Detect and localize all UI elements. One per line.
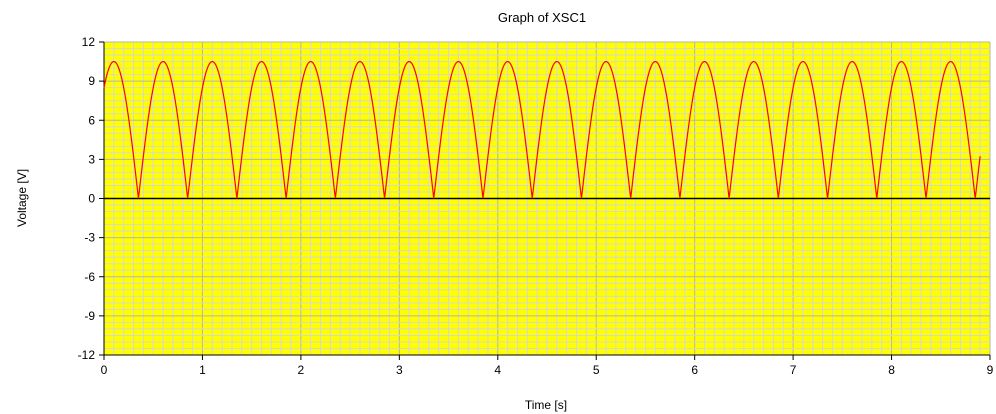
chart-title: Graph of XSC1 bbox=[498, 10, 586, 25]
y-tick-label: 12 bbox=[82, 35, 96, 49]
x-tick-label: 1 bbox=[199, 363, 206, 377]
x-tick-label: 4 bbox=[494, 363, 501, 377]
x-tick-label: 9 bbox=[987, 363, 994, 377]
x-tick-label: 6 bbox=[691, 363, 698, 377]
y-tick-label: 9 bbox=[88, 74, 95, 88]
series-line bbox=[103, 60, 981, 200]
y-tick-label: -12 bbox=[78, 348, 96, 362]
y-tick-label: -6 bbox=[84, 270, 95, 284]
x-tick-label: 7 bbox=[790, 363, 797, 377]
y-tick-label: 0 bbox=[88, 192, 95, 206]
x-tick-label: 5 bbox=[593, 363, 600, 377]
x-axis-label: Time [s] bbox=[525, 398, 567, 412]
y-tick-label: 3 bbox=[88, 152, 95, 166]
y-axis-ticks: 12 9 6 3 0 -3 -6 -9 -12 bbox=[78, 35, 104, 362]
y-axis-label: Voltage [V] bbox=[15, 169, 29, 227]
x-tick-label: 0 bbox=[101, 363, 108, 377]
x-tick-label: 8 bbox=[888, 363, 895, 377]
x-axis-ticks: 0 1 2 3 4 5 6 7 8 9 bbox=[101, 355, 994, 377]
y-tick-label: -9 bbox=[84, 309, 95, 323]
x-tick-label: 3 bbox=[396, 363, 403, 377]
x-tick-label: 2 bbox=[298, 363, 305, 377]
y-tick-label: -3 bbox=[84, 231, 95, 245]
series-layer bbox=[103, 60, 981, 200]
y-tick-label: 6 bbox=[88, 113, 95, 127]
